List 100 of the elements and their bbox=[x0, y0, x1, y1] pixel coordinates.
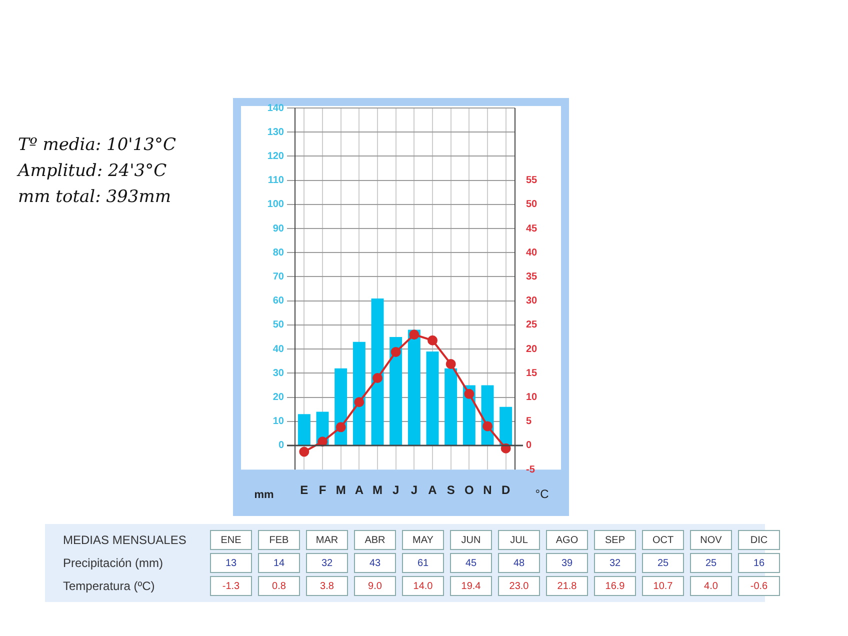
data-label: 0.8 bbox=[258, 576, 300, 596]
y-tick-label: 130 bbox=[267, 126, 284, 138]
y-tick-label: 70 bbox=[272, 271, 284, 282]
category-label: AGO bbox=[546, 530, 588, 550]
category-label: SEP bbox=[594, 530, 636, 550]
data-label: 21.8 bbox=[546, 576, 588, 596]
y2-tick-label: 0 bbox=[526, 440, 532, 452]
data-label: 25 bbox=[642, 553, 684, 573]
category-label: Temperatura (ºC) bbox=[63, 579, 155, 593]
data-label: 10.7 bbox=[642, 576, 684, 596]
y2-tick-label: -5 bbox=[526, 464, 536, 476]
data-label: 45 bbox=[450, 553, 492, 573]
y-tick-label: 0 bbox=[278, 440, 284, 452]
y-tick-label: 10 bbox=[272, 416, 284, 428]
x-tick-label: M bbox=[336, 483, 346, 498]
y2-tick-label: 30 bbox=[526, 296, 538, 307]
x-tick-label: A bbox=[428, 483, 438, 498]
category-label: DIC bbox=[738, 530, 780, 550]
data-label: 3.8 bbox=[306, 576, 348, 596]
y-tick-label: 100 bbox=[267, 199, 284, 210]
data-label: -1.3 bbox=[210, 576, 252, 596]
text: Amplitud: 24'3°C bbox=[18, 160, 168, 183]
y2-tick-label: 55 bbox=[526, 175, 538, 186]
x-tick-label: J bbox=[392, 483, 400, 498]
category-label: FEB bbox=[258, 530, 300, 550]
bar bbox=[352, 342, 366, 445]
category-label: ABR bbox=[354, 530, 396, 550]
y2-tick-label: 50 bbox=[526, 199, 538, 210]
y-tick-label: 140 bbox=[267, 102, 284, 114]
text: MEDIAS MENSUALES bbox=[62, 532, 188, 549]
data-label: 14 bbox=[258, 553, 300, 573]
bar bbox=[334, 368, 348, 445]
y-tick-label: 120 bbox=[267, 150, 284, 162]
bar bbox=[426, 351, 439, 445]
y-axis-title: mm bbox=[254, 488, 274, 501]
y-tick-label: 110 bbox=[268, 175, 284, 186]
x-tick-label: A bbox=[354, 483, 364, 498]
data-label: 14.0 bbox=[402, 576, 444, 596]
y2-axis-title: °C bbox=[535, 487, 550, 502]
category-label: NOV bbox=[690, 530, 732, 550]
category-label: MAY bbox=[402, 530, 444, 550]
data-label: 4.0 bbox=[690, 576, 732, 596]
category-label: JUL bbox=[498, 530, 540, 550]
data-label: 32 bbox=[594, 553, 636, 573]
y-tick-label: 40 bbox=[272, 344, 284, 355]
y2-tick-label: 45 bbox=[526, 223, 538, 234]
data-label: 39 bbox=[546, 553, 588, 573]
bar bbox=[500, 406, 512, 445]
point bbox=[409, 330, 420, 340]
category-label: OCT bbox=[642, 530, 684, 550]
category-label: Precipitación (mm) bbox=[63, 556, 164, 570]
point bbox=[482, 421, 492, 432]
y2-tick-label: 25 bbox=[526, 320, 538, 331]
point bbox=[372, 372, 382, 383]
text: mm total: 393mm bbox=[18, 186, 172, 209]
point bbox=[336, 422, 346, 432]
bar bbox=[408, 330, 420, 445]
y2-tick-label: 35 bbox=[526, 271, 538, 282]
point bbox=[446, 359, 456, 370]
y-tick-label: 80 bbox=[272, 247, 284, 258]
y2-tick-label: 40 bbox=[526, 247, 538, 258]
bar bbox=[444, 368, 458, 445]
x-tick-label: M bbox=[372, 483, 382, 498]
data-label: 16.9 bbox=[594, 576, 636, 596]
data-label: 19.4 bbox=[450, 576, 492, 596]
point bbox=[354, 397, 364, 408]
y-tick-label: 60 bbox=[272, 296, 284, 307]
category-label: ENE bbox=[210, 530, 252, 550]
category-label: JUN bbox=[450, 530, 492, 550]
data-label: -0.6 bbox=[738, 576, 780, 596]
y-tick-label: 20 bbox=[272, 392, 284, 404]
y2-tick-label: 20 bbox=[526, 344, 538, 355]
data-label: 32 bbox=[306, 553, 348, 573]
x-tick-label: N bbox=[483, 483, 492, 498]
category-label: MAR bbox=[306, 530, 348, 550]
point bbox=[299, 446, 310, 457]
data-label: 43 bbox=[354, 553, 396, 573]
bar bbox=[390, 337, 402, 445]
data-label: 48 bbox=[498, 553, 540, 573]
point bbox=[390, 346, 401, 357]
point bbox=[428, 335, 438, 346]
x-tick-label: S bbox=[446, 483, 455, 498]
data-label: 61 bbox=[402, 553, 444, 573]
text: Tº media: 10'13°C bbox=[18, 134, 176, 157]
data-label: 13 bbox=[210, 553, 252, 573]
y2-tick-label: 5 bbox=[526, 416, 532, 428]
y-tick-label: 30 bbox=[272, 368, 284, 379]
bar bbox=[371, 298, 384, 445]
data-label: 9.0 bbox=[354, 576, 396, 596]
y2-tick-label: 15 bbox=[526, 368, 538, 379]
data-label: 25 bbox=[690, 553, 732, 573]
x-tick-label: E bbox=[300, 483, 308, 498]
x-tick-label: D bbox=[501, 483, 510, 498]
x-tick-label: J bbox=[410, 483, 418, 498]
data-label: 16 bbox=[738, 553, 780, 573]
point bbox=[464, 388, 474, 399]
y2-tick-label: 10 bbox=[526, 392, 538, 404]
x-tick-label: O bbox=[464, 483, 474, 498]
data-label: 23.0 bbox=[498, 576, 540, 596]
x-tick-label: F bbox=[318, 483, 326, 498]
